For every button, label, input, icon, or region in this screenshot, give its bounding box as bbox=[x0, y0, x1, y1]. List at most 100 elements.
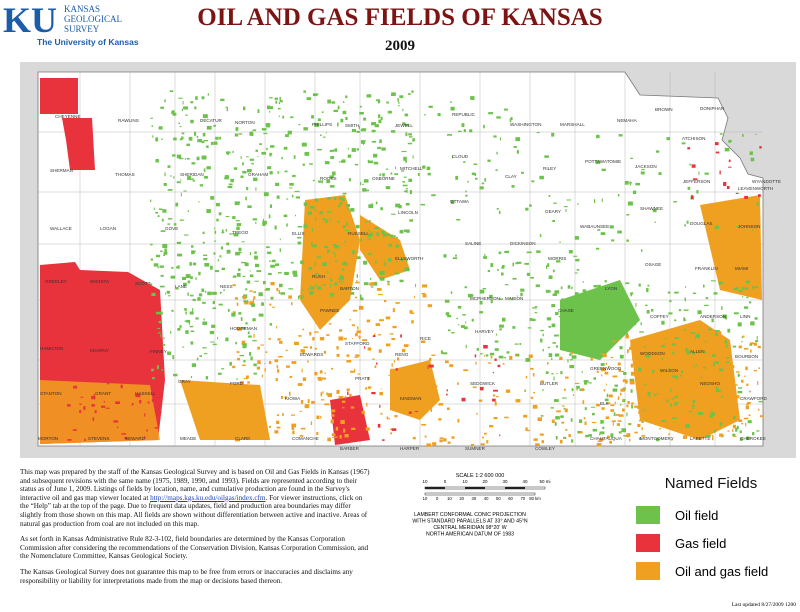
field-patch bbox=[707, 399, 710, 401]
field-patch bbox=[724, 419, 727, 423]
field-patch bbox=[381, 230, 386, 235]
field-patch bbox=[745, 280, 751, 284]
field-patch bbox=[178, 157, 181, 159]
field-patch bbox=[369, 220, 371, 223]
field-patch bbox=[246, 375, 249, 379]
field-patch bbox=[710, 411, 713, 414]
field-patch bbox=[183, 190, 187, 192]
field-patch bbox=[692, 361, 696, 366]
field-patch bbox=[692, 399, 696, 404]
field-patch bbox=[277, 338, 281, 341]
field-patch bbox=[239, 354, 244, 357]
field-patch bbox=[532, 373, 535, 377]
field-patch bbox=[384, 299, 387, 303]
field-patch bbox=[179, 157, 184, 160]
field-patch bbox=[465, 321, 467, 324]
field-patch bbox=[236, 351, 240, 353]
field-patch bbox=[362, 339, 368, 341]
viewer-link[interactable]: http://maps.kgs.ku.edu/oilgas/index.cfm bbox=[150, 493, 266, 502]
scale-km-label: 30 bbox=[472, 496, 477, 501]
county-label: HARVEY bbox=[475, 329, 494, 334]
field-patch bbox=[607, 366, 610, 368]
field-patch bbox=[204, 176, 208, 179]
field-patch bbox=[323, 350, 326, 354]
field-patch bbox=[523, 414, 528, 418]
field-patch bbox=[338, 204, 341, 208]
field-patch bbox=[284, 396, 287, 399]
field-patch bbox=[728, 140, 732, 143]
field-patch bbox=[629, 182, 631, 186]
field-patch bbox=[732, 429, 734, 432]
field-patch bbox=[209, 330, 215, 335]
field-patch bbox=[279, 96, 281, 101]
field-patch bbox=[659, 428, 662, 430]
field-patch bbox=[364, 179, 369, 183]
field-patch bbox=[617, 420, 622, 422]
field-patch bbox=[685, 348, 689, 352]
field-patch bbox=[167, 223, 171, 225]
field-patch bbox=[322, 218, 325, 221]
field-patch bbox=[595, 403, 600, 407]
field-patch bbox=[298, 295, 300, 300]
field-patch bbox=[351, 427, 356, 430]
field-patch bbox=[255, 263, 260, 268]
field-patch bbox=[320, 416, 322, 419]
field-patch bbox=[559, 241, 561, 243]
field-patch bbox=[654, 221, 656, 223]
field-patch bbox=[192, 180, 196, 182]
county-label: ROOKS bbox=[320, 176, 337, 181]
field-patch bbox=[532, 307, 537, 309]
field-patch bbox=[261, 374, 264, 378]
field-patch bbox=[67, 404, 71, 407]
field-patch bbox=[719, 368, 724, 372]
field-patch bbox=[619, 354, 624, 359]
field-patch bbox=[162, 244, 168, 248]
field-patch bbox=[426, 443, 431, 447]
field-patch bbox=[509, 118, 512, 123]
field-patch bbox=[499, 324, 504, 328]
field-patch bbox=[447, 314, 452, 318]
field-patch bbox=[185, 311, 187, 315]
county-label: ANDERSON bbox=[700, 314, 726, 319]
scale-mi-label: 10 bbox=[422, 479, 428, 484]
field-patch bbox=[625, 334, 629, 339]
field-patch bbox=[408, 133, 412, 136]
field-patch bbox=[726, 186, 730, 189]
field-patch bbox=[476, 412, 478, 415]
field-patch bbox=[246, 156, 249, 158]
field-patch bbox=[151, 399, 156, 402]
field-patch bbox=[701, 435, 704, 437]
field-patch bbox=[310, 421, 313, 426]
field-patch bbox=[216, 218, 219, 222]
field-patch bbox=[482, 288, 487, 290]
field-patch bbox=[654, 365, 659, 369]
county-label: GRAY bbox=[178, 379, 191, 384]
field-patch bbox=[91, 404, 95, 407]
field-patch bbox=[83, 406, 86, 410]
field-patch bbox=[630, 157, 633, 159]
county-label: KEARNY bbox=[90, 348, 109, 353]
field-patch bbox=[175, 266, 178, 269]
note-paragraph: The Kansas Geological Survey does not gu… bbox=[20, 567, 353, 585]
field-patch bbox=[317, 286, 322, 290]
field-patch bbox=[704, 172, 709, 175]
field-patch bbox=[164, 172, 166, 177]
field-patch bbox=[737, 395, 740, 399]
field-patch bbox=[535, 443, 540, 446]
field-patch bbox=[711, 434, 714, 436]
field-patch bbox=[569, 359, 574, 361]
field-patch bbox=[670, 439, 673, 441]
field-patch bbox=[448, 329, 451, 332]
field-patch bbox=[496, 395, 499, 398]
field-patch bbox=[550, 407, 554, 409]
field-patch bbox=[160, 250, 163, 252]
field-patch bbox=[249, 270, 251, 272]
field-patch bbox=[348, 178, 351, 182]
field-patch bbox=[637, 406, 642, 409]
field-patch bbox=[736, 425, 739, 430]
field-patch bbox=[431, 194, 436, 197]
field-patch bbox=[539, 234, 542, 238]
field-patch bbox=[374, 333, 376, 337]
field-patch bbox=[183, 106, 188, 110]
field-patch bbox=[203, 168, 206, 172]
